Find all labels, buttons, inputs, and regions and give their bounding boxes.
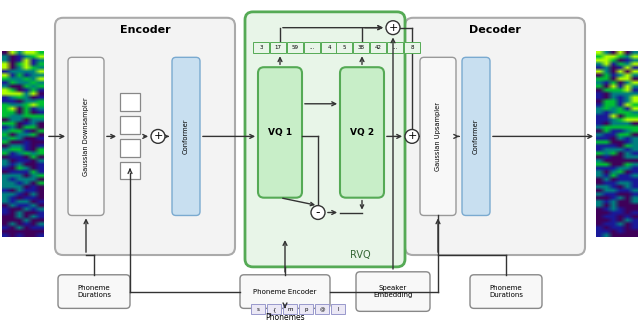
- Bar: [304, 42, 320, 53]
- Text: 38: 38: [358, 45, 365, 50]
- Text: -: -: [316, 206, 320, 219]
- Bar: [287, 42, 303, 53]
- Text: 4: 4: [327, 45, 331, 50]
- Bar: [299, 304, 313, 314]
- Text: 42: 42: [374, 45, 381, 50]
- FancyBboxPatch shape: [340, 67, 384, 198]
- Bar: [331, 304, 345, 314]
- Bar: [120, 162, 140, 179]
- Bar: [253, 42, 269, 53]
- Text: 17: 17: [275, 45, 282, 50]
- Text: {: {: [272, 307, 276, 312]
- FancyBboxPatch shape: [245, 12, 405, 267]
- Bar: [283, 304, 297, 314]
- Bar: [251, 304, 265, 314]
- Text: VQ 2: VQ 2: [350, 128, 374, 137]
- Text: p: p: [304, 307, 308, 312]
- FancyBboxPatch shape: [470, 275, 542, 308]
- Text: 8: 8: [410, 45, 413, 50]
- FancyBboxPatch shape: [172, 57, 200, 215]
- Text: Encoder: Encoder: [120, 25, 170, 35]
- FancyBboxPatch shape: [405, 18, 585, 255]
- FancyBboxPatch shape: [240, 275, 330, 308]
- Text: Speaker
Embedding: Speaker Embedding: [373, 285, 413, 298]
- Text: Decoder: Decoder: [469, 25, 521, 35]
- FancyBboxPatch shape: [55, 18, 235, 255]
- Circle shape: [311, 205, 325, 219]
- Text: Gaussian Upsampler: Gaussian Upsampler: [435, 102, 441, 171]
- Bar: [336, 42, 352, 53]
- Text: ...: ...: [309, 45, 315, 50]
- Text: @: @: [319, 307, 324, 312]
- Bar: [321, 42, 337, 53]
- Text: Conformer: Conformer: [473, 118, 479, 154]
- Text: +: +: [388, 23, 397, 33]
- Text: Gaussian Downsampler: Gaussian Downsampler: [83, 97, 89, 176]
- Text: VQ 1: VQ 1: [268, 128, 292, 137]
- Text: RVQ: RVQ: [349, 250, 371, 260]
- Text: 5: 5: [342, 45, 346, 50]
- Bar: [370, 42, 386, 53]
- Text: m: m: [287, 307, 292, 312]
- Circle shape: [405, 129, 419, 143]
- Circle shape: [386, 21, 400, 34]
- FancyBboxPatch shape: [420, 57, 456, 215]
- FancyBboxPatch shape: [462, 57, 490, 215]
- Text: Phoneme
Durations: Phoneme Durations: [489, 285, 523, 298]
- Bar: [315, 304, 329, 314]
- Bar: [120, 116, 140, 134]
- FancyBboxPatch shape: [58, 275, 130, 308]
- Text: s: s: [257, 307, 259, 312]
- Text: l: l: [337, 307, 339, 312]
- Text: +: +: [407, 131, 417, 141]
- Bar: [404, 42, 420, 53]
- Text: Phoneme
Durations: Phoneme Durations: [77, 285, 111, 298]
- Bar: [353, 42, 369, 53]
- Text: 3: 3: [259, 45, 263, 50]
- Bar: [120, 139, 140, 157]
- Text: ...: ...: [392, 45, 397, 50]
- Text: Phoneme Encoder: Phoneme Encoder: [253, 289, 317, 295]
- FancyBboxPatch shape: [258, 67, 302, 198]
- Bar: [270, 42, 286, 53]
- Bar: [387, 42, 403, 53]
- FancyBboxPatch shape: [356, 272, 430, 311]
- FancyBboxPatch shape: [68, 57, 104, 215]
- Bar: [120, 93, 140, 111]
- Bar: [267, 304, 281, 314]
- Text: 59: 59: [291, 45, 298, 50]
- Circle shape: [151, 129, 165, 143]
- Text: Phonemes: Phonemes: [265, 313, 305, 322]
- Text: +: +: [154, 131, 163, 141]
- Text: Conformer: Conformer: [183, 118, 189, 154]
